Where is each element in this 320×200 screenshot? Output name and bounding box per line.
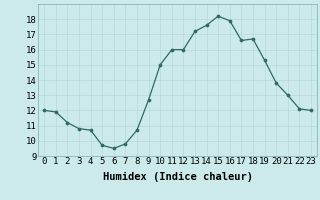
X-axis label: Humidex (Indice chaleur): Humidex (Indice chaleur) xyxy=(103,172,252,182)
